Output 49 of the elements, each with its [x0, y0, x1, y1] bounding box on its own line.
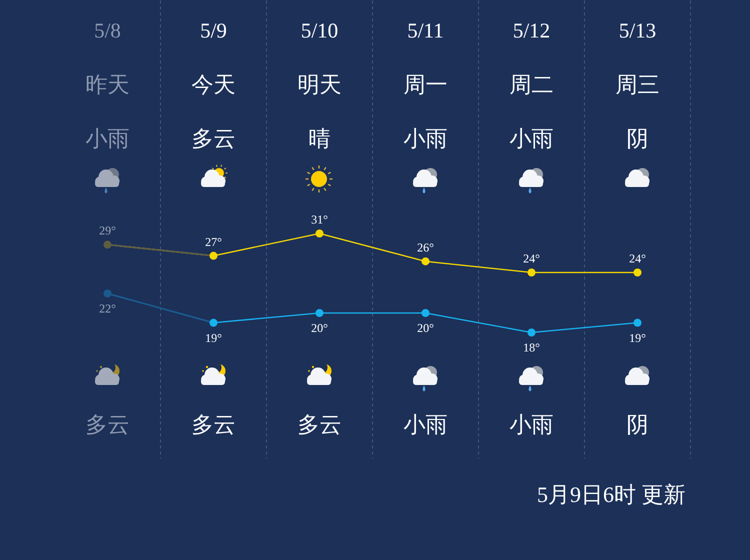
data-label: 24°	[523, 252, 540, 266]
point	[104, 290, 112, 298]
text: 小雨	[404, 412, 448, 437]
point	[422, 309, 430, 317]
text: 多云	[86, 412, 130, 437]
data-label: 27°	[205, 234, 222, 249]
text: 多云	[298, 412, 342, 437]
point	[528, 328, 536, 336]
data-label: 20°	[417, 321, 434, 335]
point	[634, 268, 642, 276]
text: 小雨	[86, 126, 130, 151]
point	[528, 268, 536, 276]
text: 晴	[308, 126, 330, 151]
point	[316, 230, 324, 238]
text: 周一	[404, 72, 448, 97]
data-label: 22°	[99, 302, 116, 316]
data-label: 24°	[629, 252, 646, 266]
point	[210, 252, 218, 260]
text: 5月9日6时 更新	[537, 482, 686, 507]
text: 小雨	[510, 412, 554, 437]
text: 小雨	[510, 126, 554, 151]
text: 阴	[626, 412, 648, 437]
x-tick-label: 5/9	[200, 18, 227, 42]
data-label: 26°	[417, 240, 434, 254]
text: 多云	[192, 126, 236, 151]
point	[422, 257, 430, 266]
text: 周二	[510, 72, 554, 97]
x-tick-label: 5/10	[300, 18, 338, 42]
x-tick-label: 5/11	[407, 18, 444, 42]
point	[316, 309, 324, 317]
x-tick-label: 5/12	[512, 18, 550, 42]
point	[104, 240, 112, 249]
text: 周三	[616, 72, 660, 97]
x-tick-label: 5/13	[618, 18, 656, 42]
data-label: 18°	[523, 340, 540, 354]
text: 阴	[626, 126, 648, 151]
data-label: 29°	[99, 224, 116, 238]
text: 今天	[192, 72, 236, 97]
data-label: 31°	[311, 212, 328, 226]
data-label: 20°	[311, 321, 328, 335]
data-label: 19°	[629, 330, 646, 345]
x-tick-label: 5/8	[94, 18, 121, 42]
data-label: 19°	[205, 330, 222, 345]
text: 多云	[192, 412, 236, 437]
text: 昨天	[86, 72, 130, 97]
point	[634, 318, 642, 327]
text: 明天	[298, 72, 342, 97]
text: 小雨	[404, 126, 448, 151]
point	[210, 318, 218, 327]
